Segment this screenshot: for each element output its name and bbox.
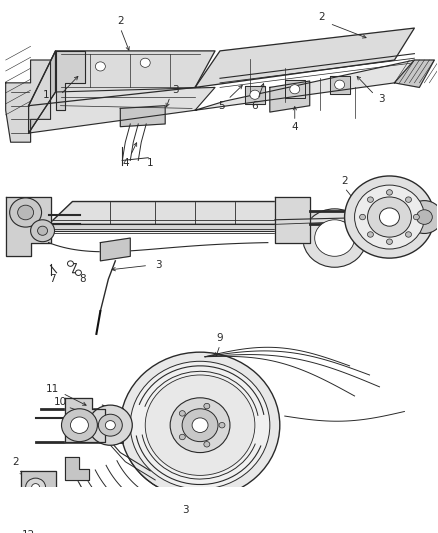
- Polygon shape: [310, 211, 399, 224]
- Circle shape: [406, 197, 411, 203]
- Text: 11: 11: [46, 384, 59, 394]
- Circle shape: [99, 414, 122, 436]
- Circle shape: [120, 352, 280, 498]
- Circle shape: [367, 197, 374, 203]
- Polygon shape: [120, 106, 165, 127]
- Circle shape: [379, 208, 399, 226]
- Circle shape: [314, 220, 355, 256]
- Circle shape: [345, 176, 434, 258]
- Polygon shape: [28, 51, 215, 106]
- Text: 2: 2: [117, 16, 124, 26]
- Circle shape: [170, 398, 230, 453]
- Polygon shape: [66, 398, 106, 442]
- Circle shape: [179, 410, 185, 416]
- Text: 1: 1: [43, 90, 50, 100]
- Text: 2: 2: [341, 176, 348, 187]
- Circle shape: [413, 214, 419, 220]
- Circle shape: [38, 226, 48, 235]
- Polygon shape: [56, 51, 85, 110]
- Polygon shape: [6, 60, 50, 142]
- Polygon shape: [275, 197, 310, 243]
- Polygon shape: [245, 86, 265, 104]
- Polygon shape: [270, 81, 310, 112]
- Circle shape: [95, 62, 106, 71]
- Circle shape: [32, 483, 39, 491]
- Circle shape: [204, 441, 210, 447]
- Text: 6: 6: [251, 101, 258, 111]
- Circle shape: [61, 409, 97, 442]
- Text: 7: 7: [49, 274, 56, 284]
- Text: 3: 3: [172, 85, 178, 95]
- Text: 3: 3: [378, 94, 385, 104]
- Circle shape: [192, 418, 208, 432]
- Polygon shape: [49, 201, 295, 224]
- Polygon shape: [50, 224, 290, 231]
- Text: 3: 3: [155, 261, 162, 270]
- Circle shape: [140, 58, 150, 67]
- Circle shape: [75, 270, 81, 276]
- Circle shape: [335, 80, 345, 89]
- Circle shape: [355, 185, 424, 249]
- Circle shape: [182, 409, 218, 442]
- Circle shape: [386, 190, 392, 195]
- Circle shape: [71, 417, 88, 433]
- Circle shape: [367, 197, 411, 237]
- Polygon shape: [195, 60, 414, 110]
- Polygon shape: [6, 197, 50, 256]
- Polygon shape: [19, 512, 39, 526]
- Circle shape: [360, 214, 366, 220]
- Circle shape: [406, 232, 411, 237]
- Text: 2: 2: [318, 12, 325, 22]
- Text: 4: 4: [122, 158, 129, 168]
- Circle shape: [406, 200, 438, 233]
- Circle shape: [386, 239, 392, 245]
- Circle shape: [145, 375, 255, 475]
- Text: 8: 8: [79, 274, 86, 284]
- Polygon shape: [195, 28, 414, 87]
- Circle shape: [303, 209, 367, 267]
- Polygon shape: [285, 80, 305, 99]
- Polygon shape: [100, 238, 130, 261]
- Circle shape: [67, 261, 74, 266]
- Circle shape: [130, 361, 270, 489]
- Text: 2: 2: [12, 457, 19, 467]
- Circle shape: [31, 220, 54, 241]
- Polygon shape: [28, 51, 56, 133]
- Circle shape: [179, 434, 185, 440]
- Text: 9: 9: [217, 334, 223, 343]
- Circle shape: [219, 423, 225, 428]
- Text: 12: 12: [22, 530, 35, 533]
- Circle shape: [18, 205, 34, 220]
- Polygon shape: [28, 87, 215, 133]
- Circle shape: [290, 85, 300, 94]
- Text: 4: 4: [291, 122, 298, 132]
- Polygon shape: [395, 60, 434, 87]
- Text: 3: 3: [182, 505, 188, 515]
- Polygon shape: [66, 457, 89, 480]
- Circle shape: [250, 90, 260, 99]
- Circle shape: [367, 232, 374, 237]
- Polygon shape: [21, 471, 56, 516]
- Text: 5: 5: [219, 101, 225, 111]
- Circle shape: [88, 405, 132, 445]
- Text: 1: 1: [147, 158, 154, 168]
- Circle shape: [204, 403, 210, 409]
- Circle shape: [417, 210, 432, 224]
- Circle shape: [25, 478, 46, 496]
- Polygon shape: [330, 76, 350, 94]
- Circle shape: [106, 421, 115, 430]
- Circle shape: [10, 198, 42, 227]
- Text: 10: 10: [54, 398, 67, 407]
